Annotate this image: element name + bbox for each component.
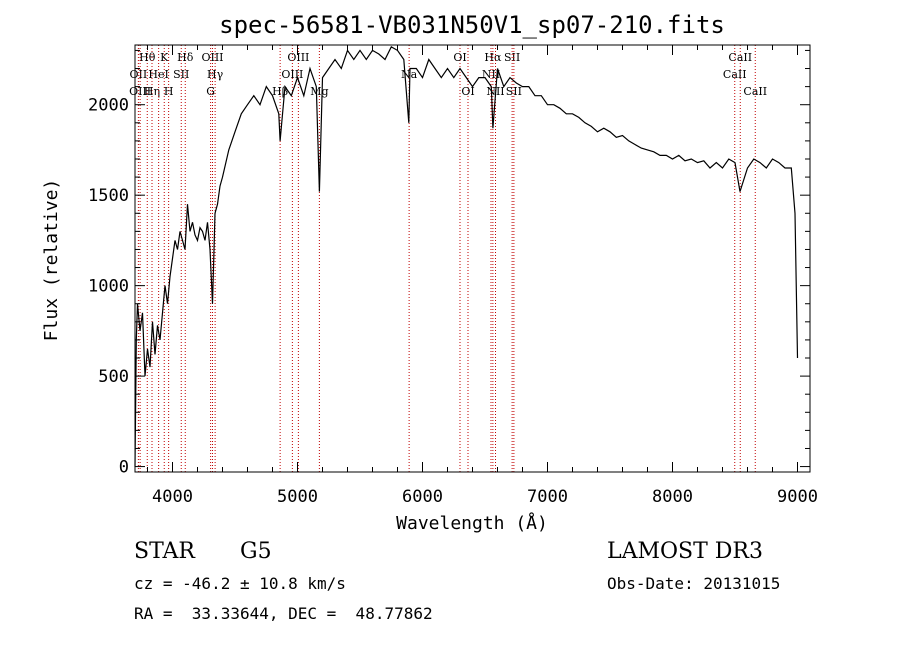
x-tick-label: 7000 <box>527 487 568 507</box>
spectral-line-label: H <box>164 85 174 98</box>
obs-date: Obs-Date: 20131015 <box>607 574 781 593</box>
survey-name: LAMOST DR3 <box>607 539 763 564</box>
x-tick-label: 5000 <box>277 487 318 507</box>
y-tick-label: 2000 <box>88 96 129 116</box>
spectral-line-label: CaII <box>743 85 767 98</box>
spectral-line-label: OI <box>453 51 466 64</box>
spectral-line-label: OIII <box>287 51 309 64</box>
spectral-line-label: CaII <box>723 68 747 81</box>
spectral-line-label: OI <box>461 85 474 98</box>
spectral-line-label: Hθ <box>139 51 156 64</box>
coordinates: RA = 33.33644, DEC = 48.77862 <box>134 604 433 623</box>
x-tick-label: 4000 <box>152 487 193 507</box>
spectrum-line <box>134 45 799 467</box>
spectral-line-label: Hγ <box>207 68 224 81</box>
y-tick-label: 500 <box>98 367 129 387</box>
spectral-line-label: NII <box>482 68 500 81</box>
object-class: STAR <box>134 539 195 564</box>
spectral-line-label: CaII <box>728 51 752 64</box>
spectral-line-label: SII <box>506 85 522 98</box>
spectral-line-label: G <box>206 85 215 98</box>
y-tick-label: 1500 <box>88 186 129 206</box>
spectral-line-label: Mg <box>310 85 328 98</box>
spectral-line-label: OIII <box>281 68 303 81</box>
x-tick-label: 9000 <box>777 487 818 507</box>
y-axis-label: Flux (relative) <box>41 179 62 342</box>
redshift-cz: cz = -46.2 ± 10.8 km/s <box>134 574 346 593</box>
subclass: G5 <box>240 539 272 564</box>
x-tick-label: 6000 <box>402 487 443 507</box>
y-axis: 0 500 1000 1500 2000 <box>88 49 810 478</box>
x-axis-label: Wavelength (Å) <box>396 512 548 534</box>
y-tick-label: 1000 <box>88 277 129 297</box>
spectral-line-label: K <box>160 51 169 64</box>
spectral-line-label: Hδ <box>177 51 194 64</box>
spectral-line-label: HeI <box>148 68 168 81</box>
spectral-line-label: Hη <box>144 85 160 98</box>
chart-title: spec-56581-VB031N50V1_sp07-210.fits <box>219 11 725 39</box>
spectral-line-label: OII <box>130 68 148 81</box>
spectral-line-label: SII <box>504 51 520 64</box>
plot-frame <box>134 44 811 473</box>
spectral-line-label: Hα <box>484 51 502 64</box>
y-tick-label: 0 <box>119 458 129 478</box>
spectral-line-label: SII <box>173 68 189 81</box>
x-tick-label: 8000 <box>652 487 693 507</box>
x-axis: 4000 5000 6000 7000 8000 9000 <box>147 45 818 507</box>
spectral-line-label: OIII <box>201 51 223 64</box>
